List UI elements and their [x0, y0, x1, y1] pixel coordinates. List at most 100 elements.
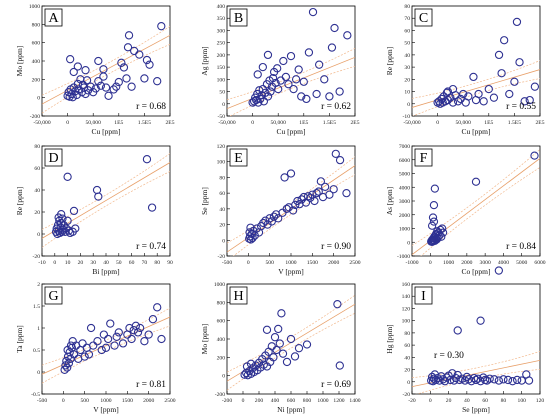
x-tick-label: 2E5 — [350, 120, 359, 126]
y-tick-label: 40 — [404, 53, 410, 59]
regression-group — [227, 156, 355, 256]
y-tick-label: 4000 — [399, 185, 410, 191]
data-point — [66, 55, 75, 64]
y-tick-label: 40 — [34, 188, 40, 194]
data-point — [246, 359, 256, 368]
correlation-label: r = 0.90 — [321, 242, 351, 252]
data-point — [69, 67, 78, 77]
data-point — [109, 85, 118, 94]
y-tick-label: 6000 — [399, 158, 410, 164]
x-tick-label: 50,000 — [456, 120, 472, 126]
confidence-band-lower — [420, 167, 540, 256]
confidence-band-lower — [227, 312, 355, 391]
data-point — [302, 94, 311, 104]
data-point — [278, 349, 288, 358]
x-tick-label: 100 — [518, 398, 527, 404]
data-point — [479, 97, 488, 106]
data-point — [73, 79, 82, 89]
scatter-panel-h: -200 0 200 400 600 800 1000 1200 1400 -200 0 200 400… — [200, 282, 361, 414]
y-axis-label: Se [ppm] — [200, 187, 209, 215]
y-tick-label: 0 — [407, 240, 410, 246]
data-point — [64, 359, 74, 368]
x-axis-label: Se [ppm] — [462, 405, 490, 414]
data-point — [288, 206, 298, 215]
data-point — [333, 300, 342, 309]
y-tick-label: 2000 — [399, 213, 410, 219]
y-tick-label: 0 — [37, 232, 40, 238]
panel-label: H — [233, 289, 243, 304]
regression-line — [227, 56, 355, 110]
data-point — [106, 319, 115, 328]
data-point — [94, 56, 103, 66]
x-tick-label: 0 — [429, 260, 432, 266]
data-point — [122, 74, 131, 83]
panel-label: E — [234, 151, 243, 166]
x-tick-label: -20 — [408, 398, 416, 404]
data-point — [104, 91, 113, 100]
y-tick-label: 300 — [217, 28, 226, 34]
data-point — [263, 50, 273, 60]
x-tick-label: 2000 — [461, 260, 472, 266]
data-point — [281, 72, 291, 82]
data-point — [246, 223, 255, 232]
data-point — [286, 51, 296, 61]
x-tick-label: 30 — [90, 260, 96, 266]
data-point — [274, 214, 283, 223]
confidence-band-upper — [42, 153, 170, 230]
data-point — [430, 184, 440, 193]
confidence-band-upper — [42, 307, 170, 366]
data-point — [435, 376, 444, 385]
y-tick-label: 800 — [217, 300, 226, 306]
data-point — [505, 89, 514, 99]
data-point — [499, 375, 508, 384]
y-tick-label: 40 — [404, 355, 410, 361]
panel-label-box — [414, 148, 433, 167]
data-point — [63, 216, 72, 225]
x-tick-label: 400 — [271, 398, 280, 404]
data-point — [459, 89, 468, 99]
regression-group — [227, 48, 355, 116]
data-point — [97, 345, 106, 355]
regression-line — [42, 34, 170, 105]
x-tick-label: 1500 — [307, 260, 318, 266]
panel-label-box — [414, 8, 433, 27]
data-point — [135, 323, 145, 333]
y-tick-label: 10 — [404, 90, 410, 96]
y-tick-label: 0 — [37, 370, 40, 376]
data-point — [304, 48, 314, 57]
x-tick-label: -50,000 — [403, 120, 420, 126]
plot-frame — [411, 5, 541, 117]
scatter-panel-g: -500 0 500 1000 1500 2000 2500 -0.5 0 0.5 1 1.5 2 V [… — [15, 282, 176, 414]
y-tick-label: 70 — [404, 16, 410, 22]
y-tick-label: 150 — [217, 65, 226, 71]
y-tick-label: 7000 — [399, 144, 410, 150]
data-point — [253, 70, 262, 79]
x-tick-label: 2E5 — [535, 120, 544, 126]
y-tick-label: 600 — [217, 319, 226, 325]
y-tick-label: 20 — [404, 77, 410, 83]
x-tick-label: 40 — [103, 260, 109, 266]
y-axis-label: Ta [ppm] — [15, 325, 24, 353]
y-tick-label: -50 — [218, 114, 226, 120]
y-tick-label: 60 — [219, 191, 225, 197]
regression-line — [42, 316, 170, 375]
x-axis-label: Cu [ppm] — [462, 127, 491, 136]
data-point — [82, 76, 92, 85]
data-point — [316, 177, 326, 186]
panel-label: I — [421, 289, 426, 304]
y-tick-label: -20 — [403, 392, 411, 398]
x-axis-label: Ni [ppm] — [277, 405, 305, 414]
data-point — [96, 81, 106, 90]
x-tick-label: 0 — [242, 398, 245, 404]
data-point — [73, 62, 82, 71]
confidence-band-upper — [412, 60, 540, 99]
confidence-band-upper — [227, 48, 355, 101]
data-point — [429, 217, 439, 226]
data-point — [101, 343, 111, 352]
y-tick-label: -10 — [403, 114, 411, 120]
data-point — [142, 55, 152, 65]
y-axis-label: Ag [ppm] — [200, 46, 209, 75]
data-point — [443, 95, 452, 105]
x-tick-label: 0 — [429, 398, 432, 404]
x-tick-label: 10 — [65, 260, 71, 266]
